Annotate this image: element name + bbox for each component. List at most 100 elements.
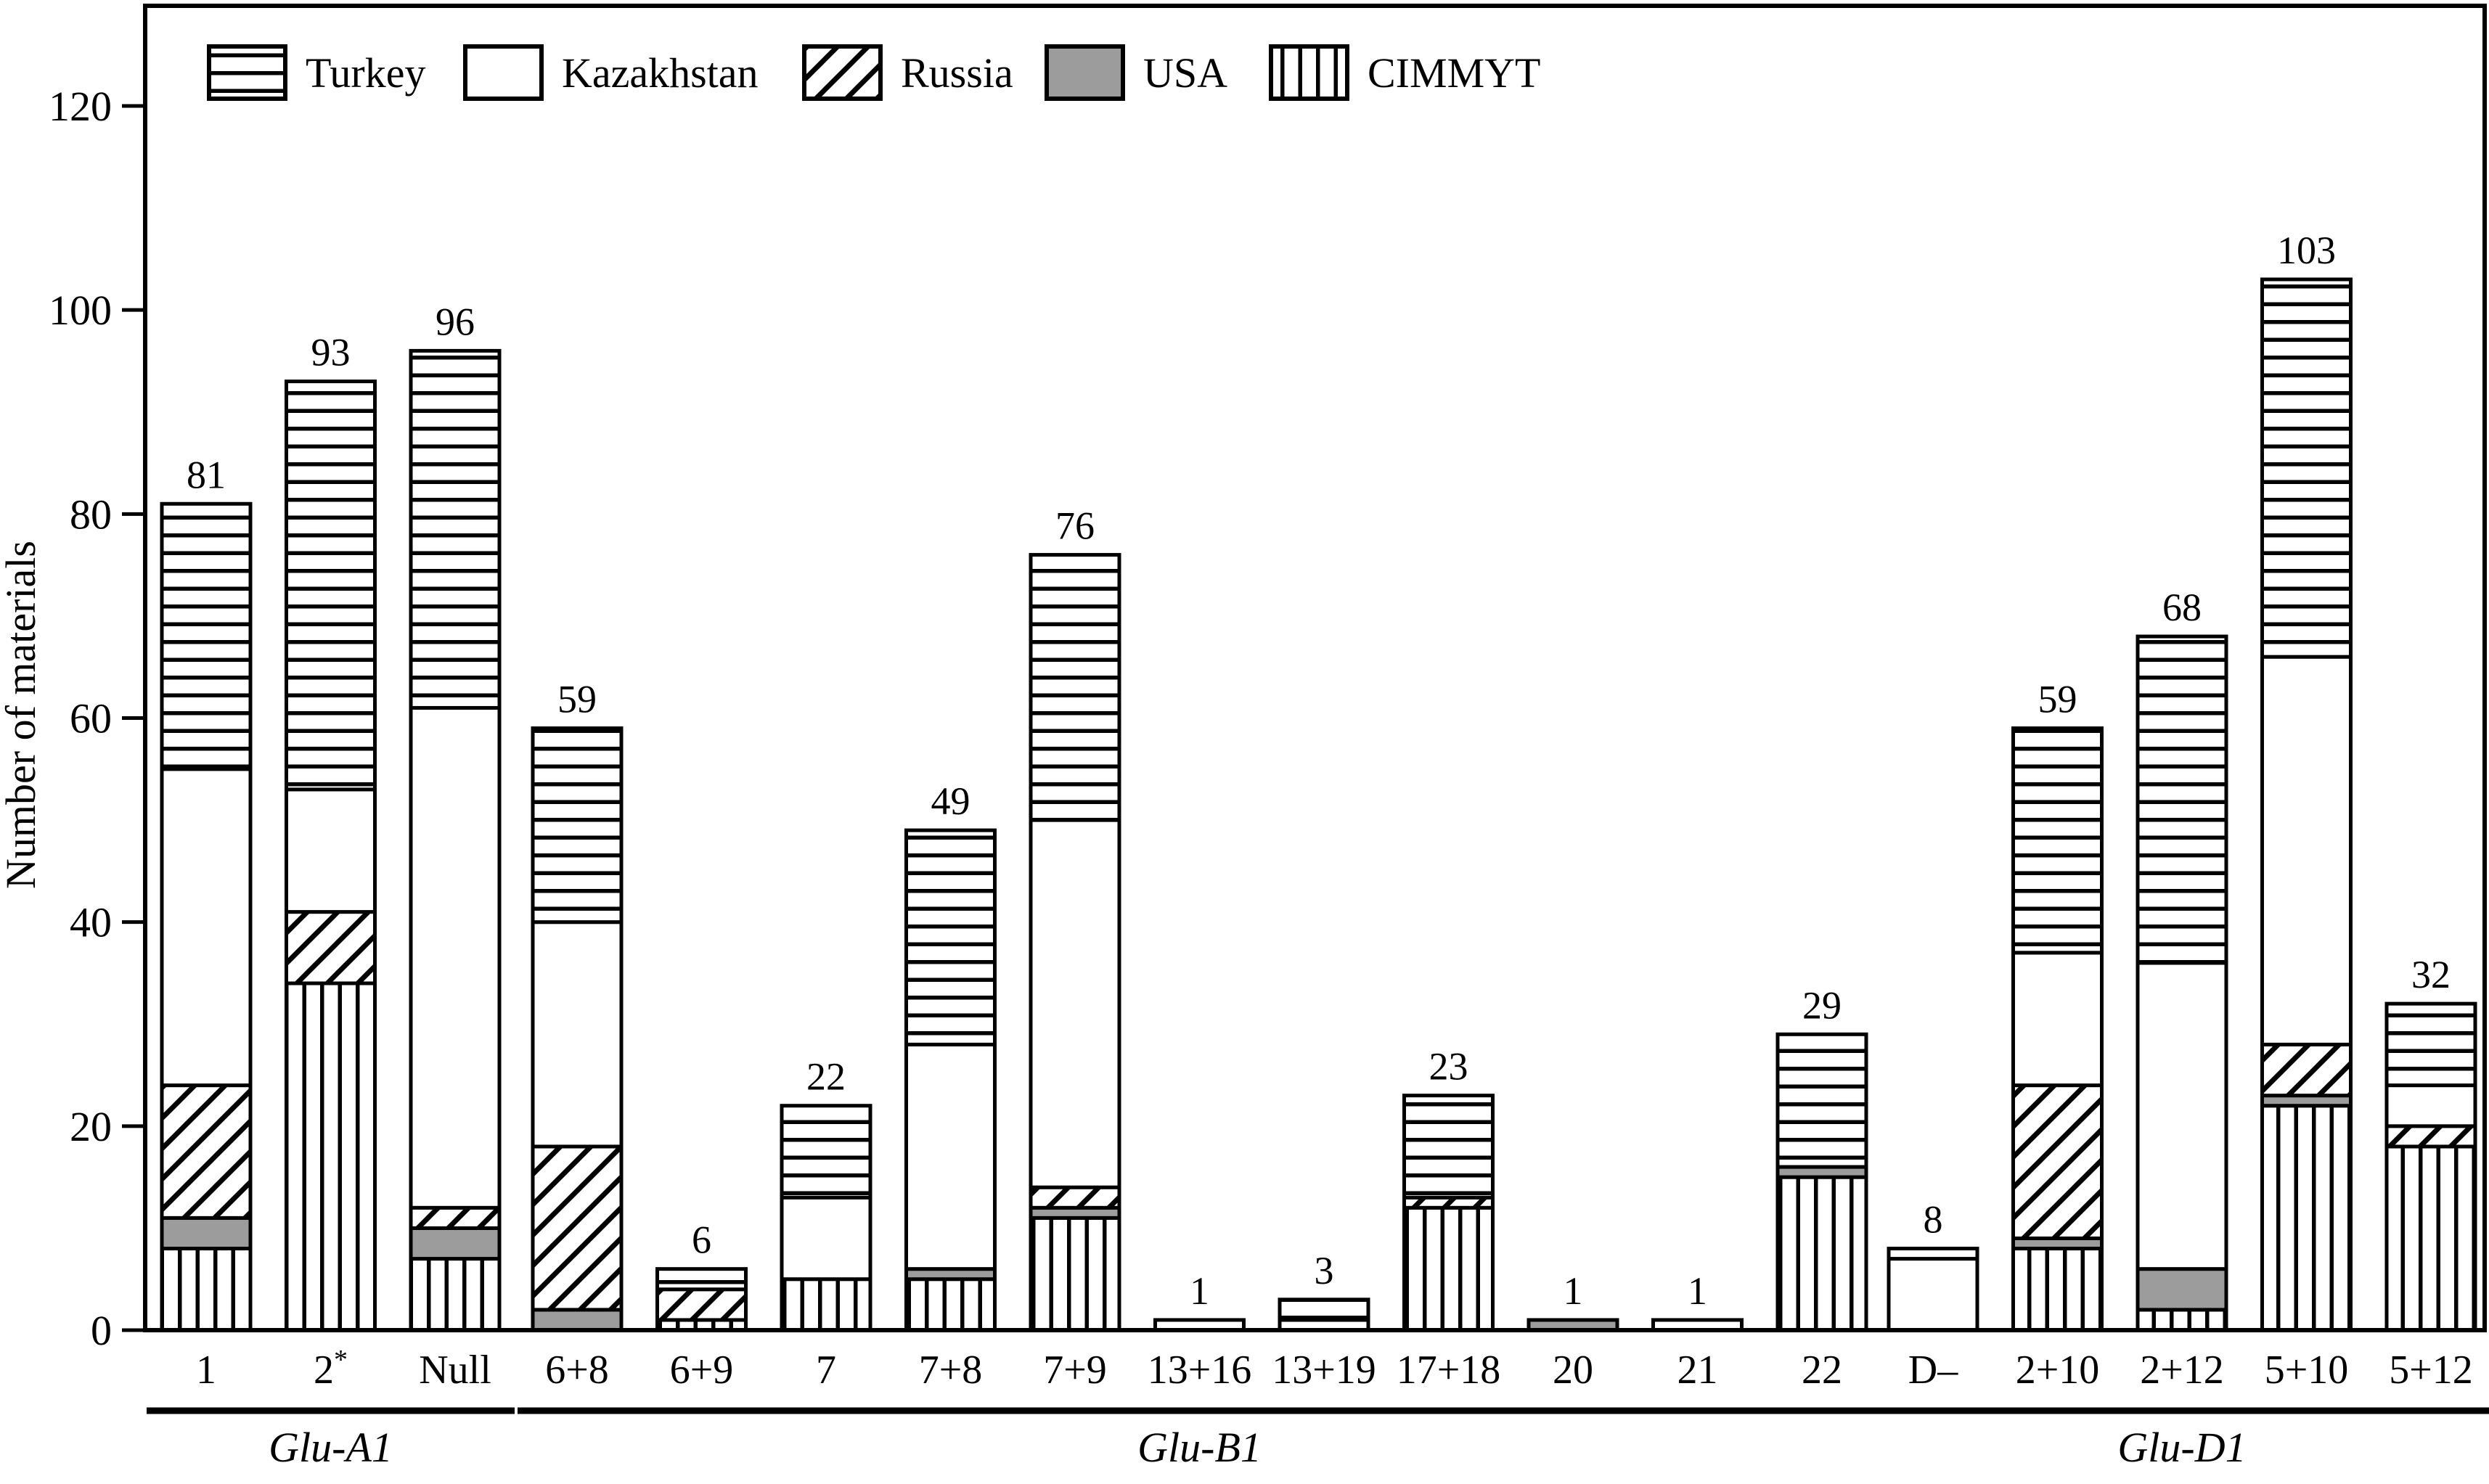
bar-segment-kazakhstan xyxy=(780,1195,872,1282)
bar-segment-turkey xyxy=(1029,553,1121,822)
legend-swatch-usa xyxy=(1045,44,1125,101)
bar-segment-turkey xyxy=(904,828,997,1046)
x-tick-label: 7 xyxy=(816,1348,836,1393)
x-tick-label: 20 xyxy=(1553,1348,1593,1393)
bar-total-label: 1 xyxy=(1688,1269,1707,1313)
bar-segment-cimmyt xyxy=(2384,1144,2477,1332)
bar-segment-russia xyxy=(285,910,377,985)
bar-segment-kazakhstan xyxy=(531,920,624,1149)
bar-segment-cimmyt xyxy=(1402,1205,1495,1332)
bar-segment-turkey xyxy=(160,501,253,771)
x-tick-label: 7+9 xyxy=(1043,1348,1107,1393)
bar-total-label: 96 xyxy=(436,300,475,343)
bar-total-label: 59 xyxy=(2038,678,2077,721)
bar-segment-russia xyxy=(1029,1185,1121,1210)
legend-swatch-russia xyxy=(802,44,883,101)
y-tick-label: 0 xyxy=(91,1307,112,1354)
bar-segment-usa xyxy=(160,1216,253,1251)
x-tick-label: 2* xyxy=(314,1345,348,1393)
bar-segment-cimmyt xyxy=(409,1257,502,1332)
bar-total-label: 81 xyxy=(187,453,226,496)
bar-segment-cimmyt xyxy=(2011,1247,2104,1332)
x-tick-label: 6+8 xyxy=(545,1348,609,1393)
bar-segment-cimmyt xyxy=(160,1247,253,1332)
bar-segment-kazakhstan xyxy=(904,1042,997,1271)
bar-segment-turkey xyxy=(2136,634,2228,965)
bar-total-label: 93 xyxy=(311,331,351,374)
bar-segment-turkey xyxy=(1887,1247,1979,1261)
legend-label-usa: USA xyxy=(1143,49,1227,97)
y-axis-title: Number of materials xyxy=(0,541,44,889)
bar-segment-russia xyxy=(2011,1083,2104,1240)
legend-swatch-cimmyt xyxy=(1269,44,1349,101)
bar-segment-cimmyt xyxy=(1029,1216,1121,1332)
bar-segment-turkey xyxy=(285,380,377,792)
x-tick-label: 2+10 xyxy=(2016,1348,2100,1393)
x-tick-label: 21 xyxy=(1677,1348,1718,1393)
bar-segment-turkey xyxy=(2384,1001,2477,1088)
bar-segment-cimmyt xyxy=(2136,1308,2228,1332)
bar-segment-turkey xyxy=(1278,1298,1370,1322)
legend-swatch-turkey xyxy=(207,44,287,101)
y-tick-label: 40 xyxy=(70,899,112,946)
bar-segment-kazakhstan xyxy=(2136,961,2228,1271)
bar-segment-russia xyxy=(2384,1124,2477,1149)
legend-label-kazakhstan: Kazakhstan xyxy=(562,49,759,97)
x-tick-label: 17+18 xyxy=(1397,1348,1501,1393)
bar-total-label: 1 xyxy=(1564,1269,1583,1313)
bar-segment-kazakhstan xyxy=(2384,1083,2477,1128)
group-label-glu-d1: Glu-D1 xyxy=(2117,1424,2246,1471)
bar-total-label: 1 xyxy=(1190,1269,1209,1313)
bar-segment-kazakhstan xyxy=(2011,951,2104,1088)
plot-frame xyxy=(143,4,2487,1332)
y-tick-label: 60 xyxy=(70,695,112,742)
x-tick-label: 6+9 xyxy=(670,1348,734,1393)
legend-swatch-kazakhstan xyxy=(463,44,544,101)
bar-segment-russia xyxy=(409,1205,502,1230)
bar-segment-kazakhstan xyxy=(285,787,377,914)
bar-total-label: 6 xyxy=(692,1218,711,1262)
bar-total-label: 3 xyxy=(1315,1249,1334,1292)
bar-segment-cimmyt xyxy=(2260,1104,2353,1332)
x-tick-label: D– xyxy=(1908,1348,1958,1393)
x-tick-label: 2+12 xyxy=(2140,1348,2224,1393)
x-tick-label: 1 xyxy=(196,1348,216,1393)
x-tick-label: 13+16 xyxy=(1148,1348,1252,1393)
bar-segment-kazakhstan xyxy=(409,705,502,1210)
x-tick-label: 7+8 xyxy=(919,1348,983,1393)
x-tick-label: 5+12 xyxy=(2389,1348,2473,1393)
y-tick-label: 20 xyxy=(70,1103,112,1150)
bar-total-label: 103 xyxy=(2277,229,2336,272)
bar-segment-kazakhstan xyxy=(1887,1257,1979,1332)
bar-segment-kazakhstan xyxy=(2260,655,2353,1046)
bar-segment-kazakhstan xyxy=(160,767,253,1088)
bar-segment-russia xyxy=(531,1144,624,1312)
bar-segment-turkey xyxy=(655,1267,748,1292)
bar-segment-russia xyxy=(655,1287,748,1322)
legend-label-turkey: Turkey xyxy=(306,49,425,97)
bar-segment-turkey xyxy=(780,1104,872,1200)
bar-segment-russia xyxy=(160,1083,253,1220)
bar-segment-turkey xyxy=(1775,1032,1868,1169)
bar-segment-turkey xyxy=(409,348,502,710)
bar-total-label: 49 xyxy=(931,779,970,823)
bar-segment-cimmyt xyxy=(1775,1175,1868,1332)
group-label-glu-b1: Glu-B1 xyxy=(1137,1424,1262,1471)
y-tick-label: 120 xyxy=(49,83,112,130)
bar-segment-cimmyt xyxy=(904,1277,997,1332)
bar-segment-turkey xyxy=(1402,1094,1495,1200)
bar-segment-cimmyt xyxy=(780,1277,872,1332)
y-tick-label: 100 xyxy=(49,287,112,334)
bar-total-label: 32 xyxy=(2411,953,2451,996)
bar-segment-cimmyt xyxy=(285,981,377,1332)
bar-segment-turkey xyxy=(531,726,624,925)
bar-total-label: 29 xyxy=(1802,983,1842,1027)
bar-total-label: 76 xyxy=(1055,504,1095,548)
bar-segment-usa xyxy=(409,1226,502,1261)
bar-total-label: 22 xyxy=(806,1055,846,1099)
bar-segment-turkey xyxy=(2011,726,2104,955)
x-tick-label: Null xyxy=(419,1348,491,1393)
bar-segment-turkey xyxy=(2260,277,2353,659)
x-tick-label: 5+10 xyxy=(2265,1348,2349,1393)
